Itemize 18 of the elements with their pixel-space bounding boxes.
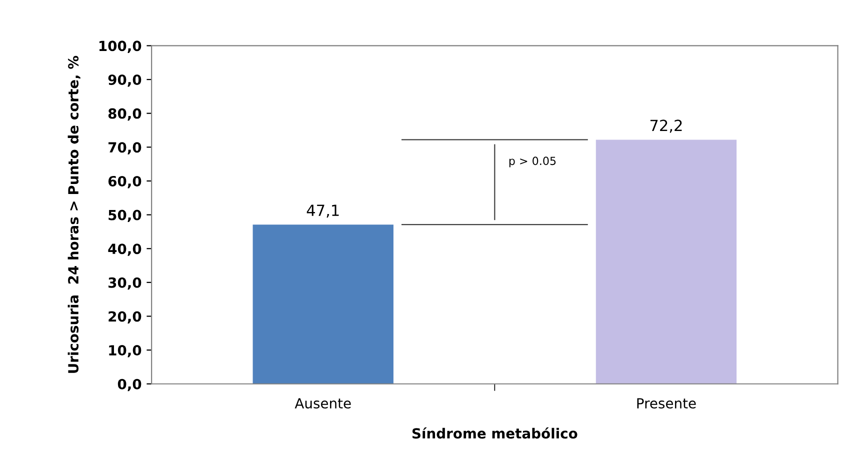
annotation: p > 0.05 [509,156,556,168]
x-axis-title: Síndrome metabólico [412,427,578,439]
y-tick-label: 40,0 [108,244,142,256]
data-label: 47,1 [306,204,339,218]
data-label: 72,2 [650,120,682,133]
y-tick-label: 30,0 [108,277,142,290]
y-tick-label: 10,0 [109,345,142,358]
y-tick-label: 60,0 [108,176,142,188]
y-tick-label: 80,0 [108,108,142,121]
y-tick-label: 50,0 [108,210,142,222]
x-tick-label: Ausente [294,398,351,409]
y-tick-label: 100,0 [99,40,142,53]
y-tick-label: 20,0 [108,311,142,324]
y-axis-title: Uricosuria 24 horas > Punto de corte, % [68,56,80,373]
x-tick-label: Presente [637,398,696,409]
y-tick-label: 0,0 [118,378,142,392]
y-tick-label: 70,0 [108,142,142,154]
y-tick-label: 90,0 [108,74,142,87]
